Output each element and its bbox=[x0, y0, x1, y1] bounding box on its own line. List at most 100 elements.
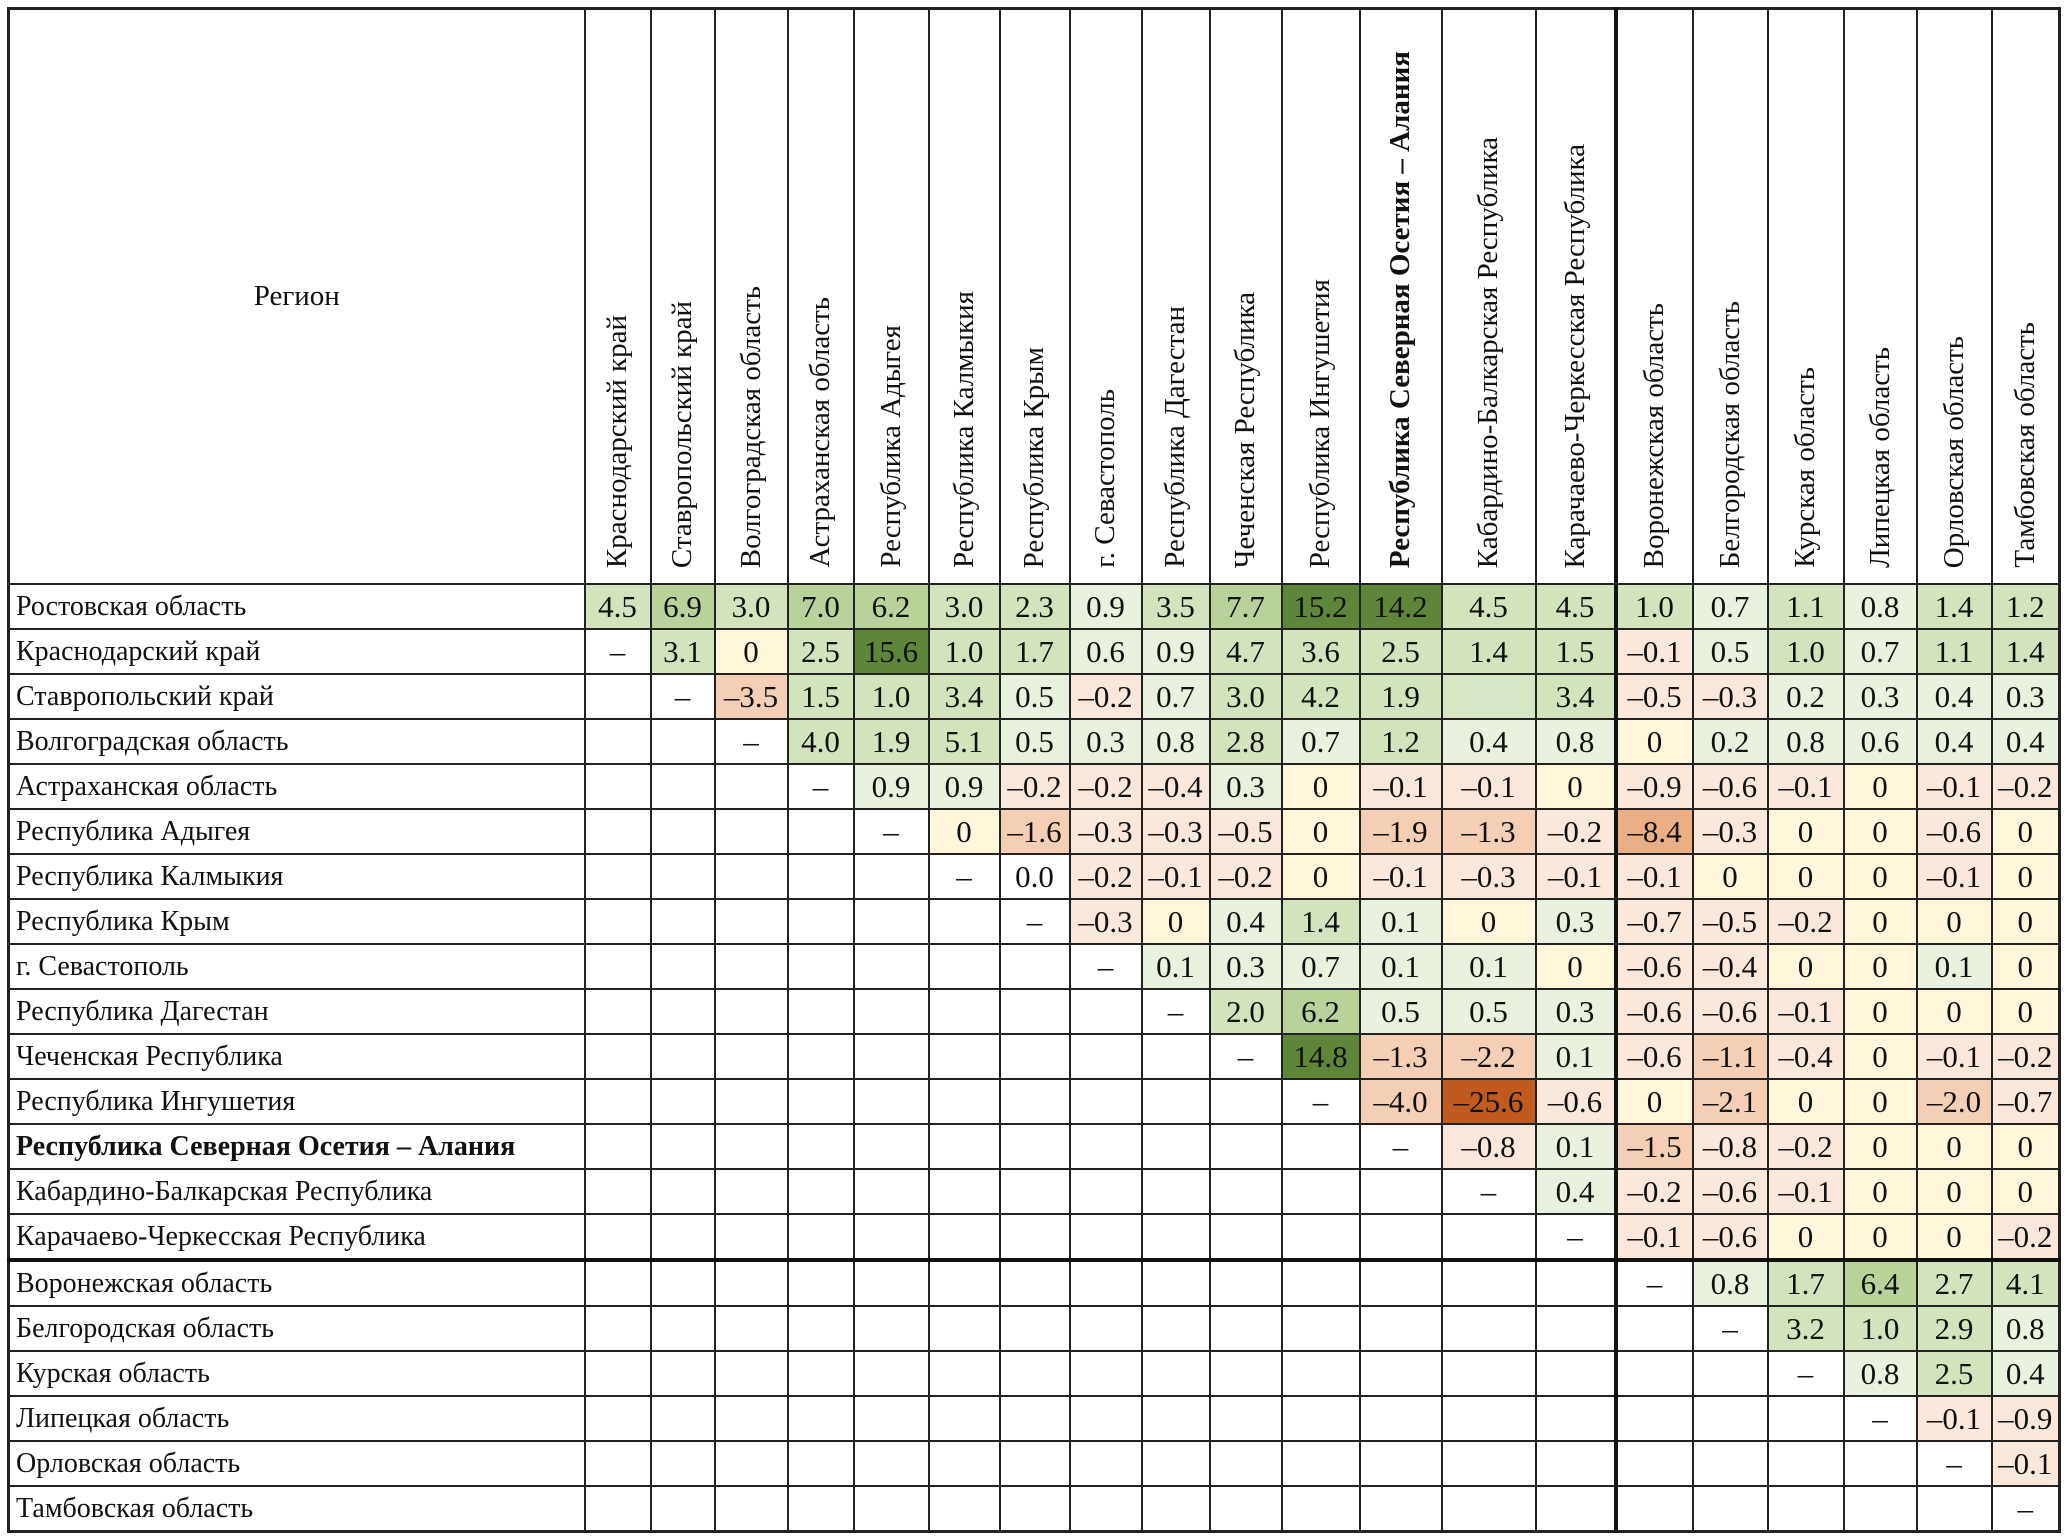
value-cell: –1.9 bbox=[1358, 808, 1443, 855]
value-cell bbox=[927, 1305, 1001, 1352]
diagonal-cell: – bbox=[583, 628, 652, 675]
value-cell: 1.4 bbox=[1280, 898, 1361, 945]
value-cell: 1.0 bbox=[1842, 1305, 1918, 1352]
value-cell: 0 bbox=[1440, 898, 1537, 945]
value-cell bbox=[998, 1485, 1071, 1533]
value-cell bbox=[786, 943, 855, 990]
table-row: Кабардино-Балкарская Республика –0.4 –0.2–… bbox=[7, 1168, 2061, 1215]
value-cell: –1.6 bbox=[998, 808, 1071, 855]
value-cell bbox=[1068, 1123, 1143, 1170]
value-cell: –0.1 bbox=[1358, 763, 1443, 810]
value-cell bbox=[713, 1213, 789, 1261]
value-cell bbox=[649, 1168, 716, 1215]
table-row: Орловская область – –0.1 bbox=[7, 1440, 2061, 1487]
value-cell bbox=[649, 1258, 716, 1307]
diagonal-cell: – bbox=[1842, 1395, 1918, 1442]
column-header: Воронежская область bbox=[1613, 7, 1694, 585]
value-cell bbox=[1440, 1213, 1537, 1261]
value-cell bbox=[649, 853, 716, 900]
value-cell: –0.6 bbox=[1691, 988, 1769, 1035]
value-cell bbox=[1140, 1078, 1211, 1125]
value-cell bbox=[1440, 1395, 1537, 1442]
value-cell bbox=[1068, 1168, 1143, 1215]
value-cell bbox=[1280, 1213, 1361, 1261]
diagonal-cell: – bbox=[927, 853, 1001, 900]
value-cell: 0.2 bbox=[1766, 673, 1845, 720]
table-row: Курская область –0.8 2.5 0.4 bbox=[7, 1350, 2061, 1397]
row-label: Республика Крым bbox=[7, 898, 586, 945]
value-cell bbox=[1140, 1395, 1211, 1442]
row-label: Липецкая область bbox=[7, 1395, 586, 1442]
column-header: Кабардино-Балкарская Республика bbox=[1440, 7, 1537, 585]
table-row: Республика Адыгея –0 –1.6 –0.3 –0.3 –0.5 0 –1.9… bbox=[7, 808, 2061, 855]
value-cell: 1.1 bbox=[1766, 583, 1845, 630]
value-cell bbox=[1358, 1305, 1443, 1352]
value-cell bbox=[1208, 1078, 1283, 1125]
table-row: Чеченская Республика –14.8 –1.3 –2.2 0.1 –0.6… bbox=[7, 1033, 2061, 1080]
diagonal-cell: – bbox=[1280, 1078, 1361, 1125]
value-cell bbox=[1440, 1350, 1537, 1397]
value-cell bbox=[1280, 1168, 1361, 1215]
table-row: Республика Северная Осетия – Алания – –0.8… bbox=[7, 1123, 2061, 1170]
value-cell: –0.6 bbox=[1691, 1168, 1769, 1215]
value-cell bbox=[713, 898, 789, 945]
value-cell: –0.1 bbox=[1613, 853, 1694, 900]
value-cell bbox=[1691, 1485, 1769, 1533]
value-cell: –0.1 bbox=[1440, 763, 1537, 810]
table-row: Карачаево-Черкесская Республика – –0.1 –0.6… bbox=[7, 1213, 2061, 1261]
diagonal-cell: – bbox=[1915, 1440, 1993, 1487]
value-cell: 6.4 bbox=[1842, 1258, 1918, 1307]
value-cell bbox=[713, 808, 789, 855]
value-cell bbox=[786, 1395, 855, 1442]
value-cell bbox=[583, 1123, 652, 1170]
table-row: Ростовская область 4.5 6.9 3.0 7.0 6.2 3.0 2.3 0… bbox=[7, 583, 2061, 630]
value-cell bbox=[998, 1123, 1071, 1170]
value-cell bbox=[1140, 1258, 1211, 1307]
value-cell bbox=[852, 853, 930, 900]
value-cell: 0.8 bbox=[1691, 1258, 1769, 1307]
value-cell bbox=[713, 1258, 789, 1307]
row-label: Республика Адыгея bbox=[7, 808, 586, 855]
value-cell bbox=[713, 1350, 789, 1397]
value-cell: 0 bbox=[1842, 1168, 1918, 1215]
column-header: Белгородская область bbox=[1691, 7, 1769, 585]
value-cell: 0.7 bbox=[1842, 628, 1918, 675]
value-cell: 3.2 bbox=[1766, 1305, 1845, 1352]
value-cell bbox=[1766, 1395, 1845, 1442]
value-cell bbox=[852, 1123, 930, 1170]
value-cell: 0.0 bbox=[998, 853, 1071, 900]
value-cell: 4.5 bbox=[1534, 583, 1617, 630]
row-label: Республика Северная Осетия – Алания bbox=[7, 1123, 586, 1170]
value-cell bbox=[1534, 1395, 1617, 1442]
value-cell: 0.1 bbox=[1358, 898, 1443, 945]
value-cell bbox=[1842, 1485, 1918, 1533]
value-cell: 1.2 bbox=[1358, 718, 1443, 765]
value-cell: 0.8 bbox=[1140, 718, 1211, 765]
value-cell bbox=[852, 1305, 930, 1352]
row-label: Ростовская область bbox=[7, 583, 586, 630]
value-cell bbox=[786, 808, 855, 855]
value-cell: 0 bbox=[1766, 1078, 1845, 1125]
value-cell bbox=[786, 898, 855, 945]
value-cell: 14.2 bbox=[1358, 583, 1443, 630]
value-cell: 3.0 bbox=[927, 583, 1001, 630]
value-cell: 1.9 bbox=[1358, 673, 1443, 720]
row-label: Ставропольский край bbox=[7, 673, 586, 720]
value-cell bbox=[852, 1213, 930, 1261]
value-cell: 0.4 bbox=[1534, 1168, 1617, 1215]
value-cell bbox=[713, 1485, 789, 1533]
value-cell: 0.1 bbox=[1534, 1123, 1617, 1170]
column-header-label: Воронежская область bbox=[1638, 302, 1670, 568]
value-cell: 0.8 bbox=[1842, 1350, 1918, 1397]
value-cell bbox=[786, 1258, 855, 1307]
table-row: Республика Крым – –0.3 0 0.4 1.4 0.1 0 0.3 –0.7 –0… bbox=[7, 898, 2061, 945]
column-header-label: Республика Дагестан bbox=[1159, 306, 1191, 568]
value-cell bbox=[1440, 673, 1537, 720]
value-cell bbox=[649, 1485, 716, 1533]
value-cell bbox=[649, 1395, 716, 1442]
value-cell bbox=[1440, 1440, 1537, 1487]
row-label: Белгородская область bbox=[7, 1305, 586, 1352]
value-cell: 0 bbox=[1280, 763, 1361, 810]
value-cell: 0.6 bbox=[1842, 718, 1918, 765]
value-cell: 0.4 bbox=[1915, 673, 1993, 720]
